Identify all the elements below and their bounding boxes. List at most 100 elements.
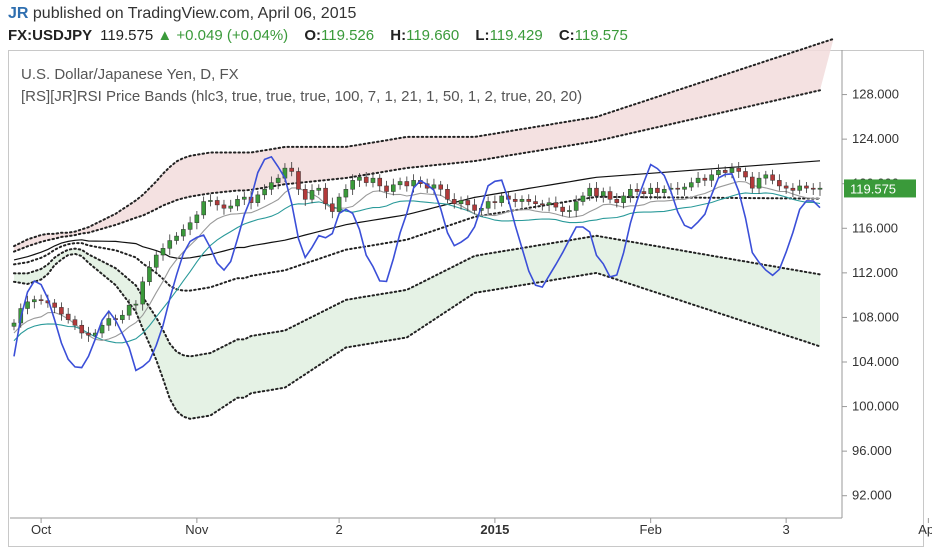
upper-band-fill — [14, 38, 834, 252]
close-value: 119.575 — [574, 27, 628, 44]
candle-body — [391, 184, 396, 192]
candle-body — [133, 303, 139, 306]
candle-body — [445, 189, 450, 200]
lower-band-fill — [14, 235, 820, 419]
candle-body — [628, 189, 633, 197]
author-link[interactable]: JR — [8, 5, 29, 22]
candle-body — [296, 171, 301, 190]
candle-body — [153, 254, 159, 268]
y-tick-label: 112.000 — [852, 265, 898, 280]
quote-line: FX:USDJPY 119.575 ▲ +0.049 (+0.04%) O: 11… — [8, 26, 924, 46]
candle-body — [682, 186, 687, 190]
candle-body — [187, 222, 193, 230]
candle-body — [749, 176, 755, 189]
candle-body — [363, 176, 369, 183]
indicator-title: [RS][JR]RSI Price Bands (hlc3, true, tru… — [21, 88, 583, 105]
candle-body — [336, 196, 342, 212]
low-label: L: — [475, 27, 490, 44]
candle-body — [59, 307, 64, 315]
candle-body — [804, 185, 809, 189]
chart-title: U.S. Dollar/Japanese Yen, D, FX — [21, 66, 239, 83]
publish-info: published on TradingView.com, April 06, … — [32, 5, 357, 22]
candle-body — [438, 184, 443, 190]
candle-body — [86, 332, 91, 336]
candle-body — [458, 200, 464, 205]
candle-body — [600, 191, 606, 197]
candle-body — [492, 201, 498, 203]
candle-body — [621, 195, 626, 203]
y-tick-label: 96.000 — [852, 443, 892, 458]
x-tick-label: Oct — [31, 522, 52, 537]
candle-body — [587, 187, 592, 197]
candle-body — [214, 200, 220, 206]
candle-body — [594, 187, 599, 197]
upper-outer-band — [13, 37, 835, 248]
candle-body — [167, 240, 173, 249]
candle-body — [722, 170, 728, 173]
candle-body — [235, 199, 240, 207]
candle-body — [201, 201, 206, 216]
y-tick-label: 124.000 — [852, 131, 899, 146]
candle-body — [702, 177, 708, 181]
publish-line: JR published on TradingView.com, April 0… — [8, 4, 924, 24]
candle-body — [729, 167, 735, 173]
candle-body — [465, 200, 471, 206]
candle-body — [661, 189, 667, 193]
candle-body — [743, 171, 748, 178]
candle-body — [567, 210, 572, 212]
candle-body — [451, 199, 457, 205]
candle-body — [675, 187, 681, 190]
candle-body — [52, 302, 57, 308]
x-tick-label: 3 — [783, 522, 790, 537]
candle-body — [648, 187, 653, 194]
candle-body — [181, 229, 186, 237]
candle-body — [553, 202, 559, 208]
candle-body — [208, 200, 213, 202]
y-tick-label: 128.000 — [852, 87, 899, 102]
candle-body — [38, 299, 44, 301]
candle-body — [810, 187, 816, 190]
candle-body — [316, 187, 322, 191]
candle-body — [540, 203, 545, 206]
candle-body — [763, 174, 769, 179]
candle-body — [357, 176, 362, 181]
symbol-label: FX:USDJPY — [8, 27, 92, 44]
candle-body — [533, 201, 538, 205]
low-value: 119.429 — [489, 27, 543, 44]
lower-mid-band — [13, 234, 821, 358]
candle-body — [404, 181, 410, 187]
x-tick-label: Feb — [639, 522, 661, 537]
candle-body — [411, 180, 416, 187]
y-tick-label: 92.000 — [852, 488, 892, 503]
candle-body — [512, 199, 518, 202]
candle-body — [370, 177, 376, 183]
candle-body — [573, 201, 579, 211]
candle-body — [736, 167, 742, 172]
signal-line — [13, 180, 820, 341]
rsi-line — [13, 155, 821, 372]
last-price-marker — [844, 179, 916, 198]
candle-body — [11, 322, 17, 327]
last-price-label: 119.575 — [850, 181, 896, 196]
candle-body — [302, 189, 308, 200]
candle-body — [614, 199, 620, 203]
candle-body — [65, 313, 71, 320]
candle-body — [526, 199, 532, 202]
candle-body — [194, 214, 200, 223]
candle-body — [377, 177, 383, 187]
change-value: +0.049 (+0.04%) — [176, 27, 289, 44]
candle-body — [790, 187, 796, 191]
y-tick-label: 116.000 — [852, 220, 898, 235]
candle-body — [607, 191, 613, 200]
candle-body — [79, 324, 85, 334]
up-arrow-icon: ▲ — [157, 27, 173, 44]
candle-body — [174, 235, 179, 241]
candle-body — [709, 174, 714, 181]
x-tick-label: Nov — [185, 522, 209, 537]
candle-body — [126, 304, 132, 316]
candle-body — [289, 167, 294, 172]
open-label: O: — [304, 27, 321, 44]
y-tick-label: 100.000 — [852, 399, 899, 414]
candle-body — [770, 174, 775, 181]
